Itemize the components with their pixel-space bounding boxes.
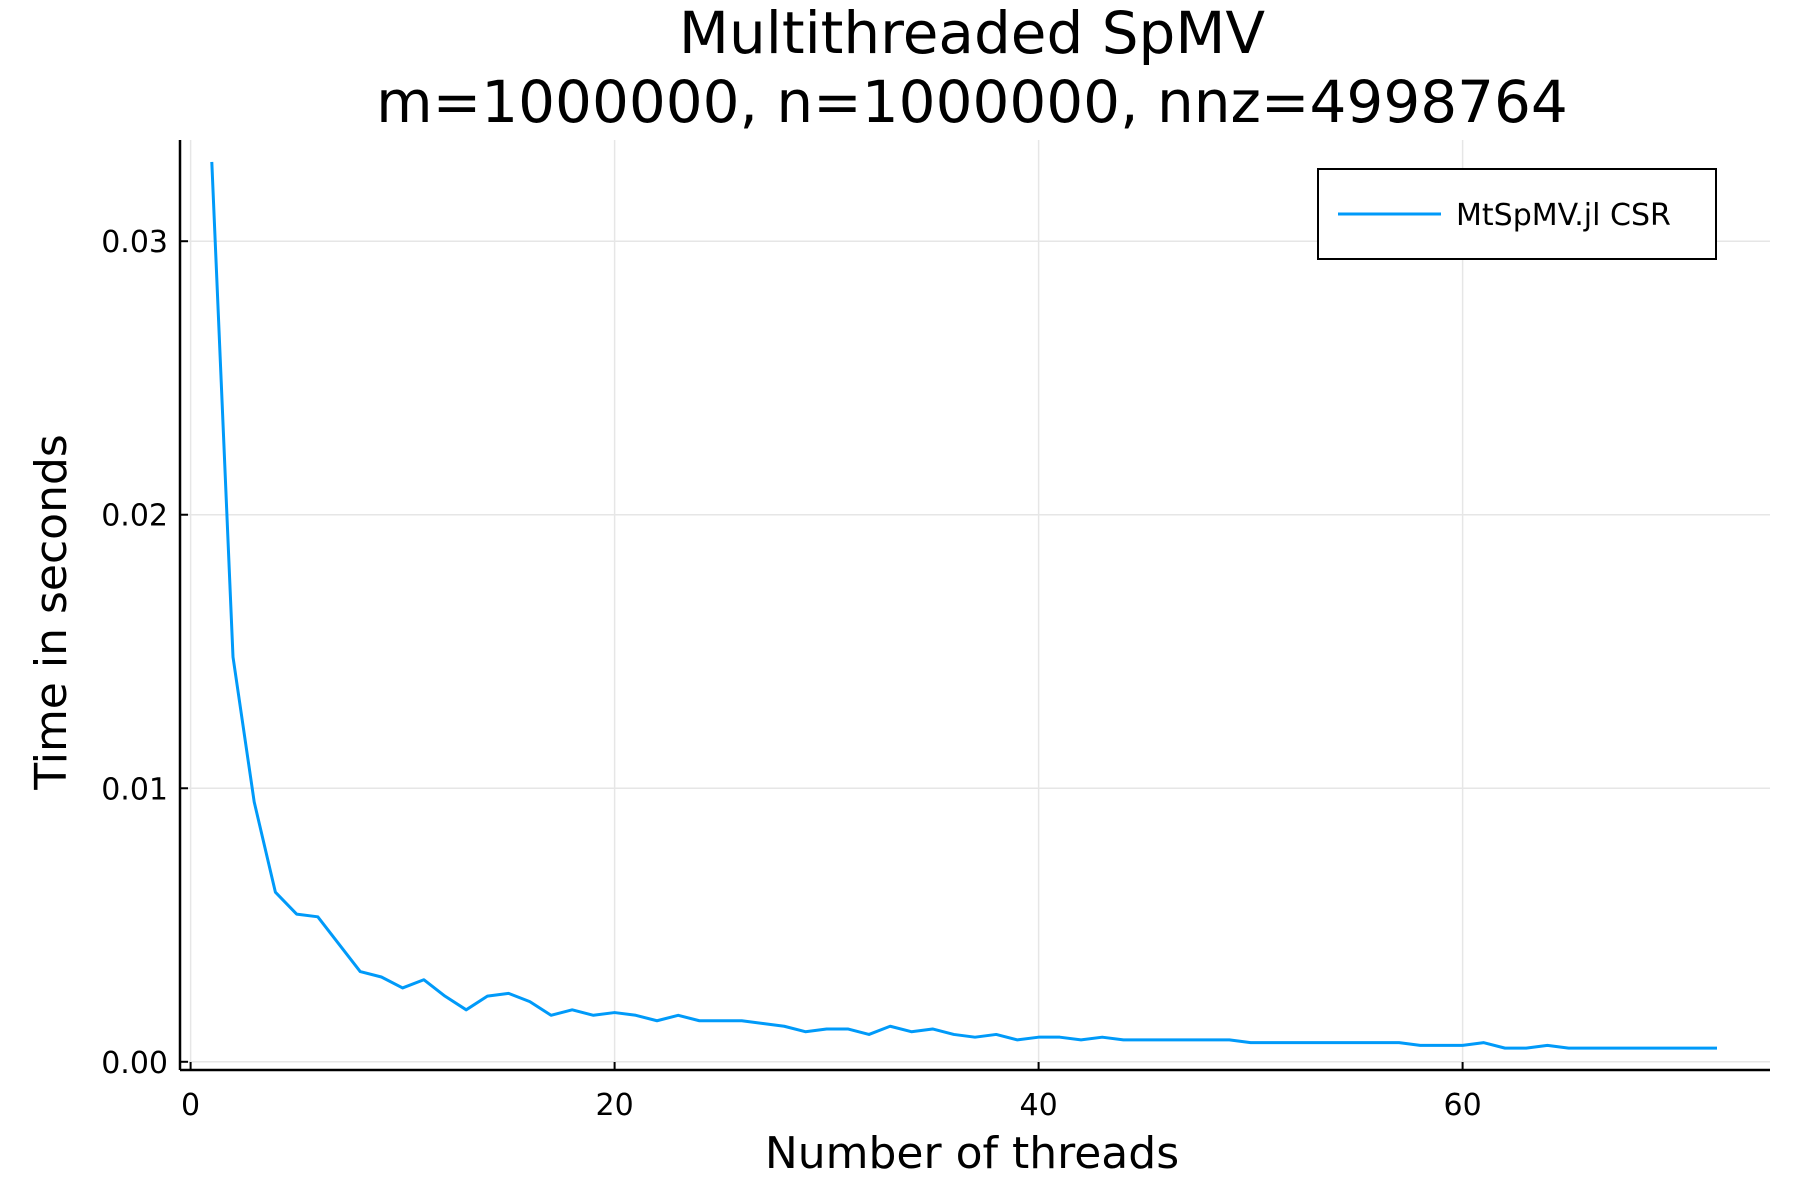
y-tick-label: 0.03: [101, 225, 168, 260]
chart-title-line-2: m=1000000, n=1000000, nnz=4998764: [376, 68, 1568, 136]
legend: MtSpMV.jl CSR: [1317, 168, 1717, 260]
x-tick-label: 60: [1444, 1088, 1482, 1123]
y-tick-label: 0.00: [101, 1046, 168, 1081]
series-line-mtspmv-csr: [210, 161, 1717, 1050]
titles: Multithreaded SpMV m=1000000, n=1000000,…: [26, 0, 1568, 1179]
series-group: [210, 161, 1717, 1050]
y-axis-label: Time in seconds: [26, 434, 77, 791]
x-tick-label: 0: [181, 1088, 200, 1123]
legend-label-mtspmv-csr: MtSpMV.jl CSR: [1456, 198, 1671, 233]
x-tick-label: 20: [596, 1088, 634, 1123]
x-axis-label: Number of threads: [765, 1128, 1179, 1179]
axes: [178, 140, 1770, 1072]
y-tick-label: 0.02: [101, 499, 168, 534]
chart-title-line-1: Multithreaded SpMV: [679, 0, 1265, 67]
y-tick-label: 0.01: [101, 772, 168, 807]
ticks: 0 20 40 60 0.00 0.01 0.02 0.03: [101, 225, 1481, 1123]
grid: [180, 140, 1770, 1070]
x-tick-label: 40: [1020, 1088, 1058, 1123]
